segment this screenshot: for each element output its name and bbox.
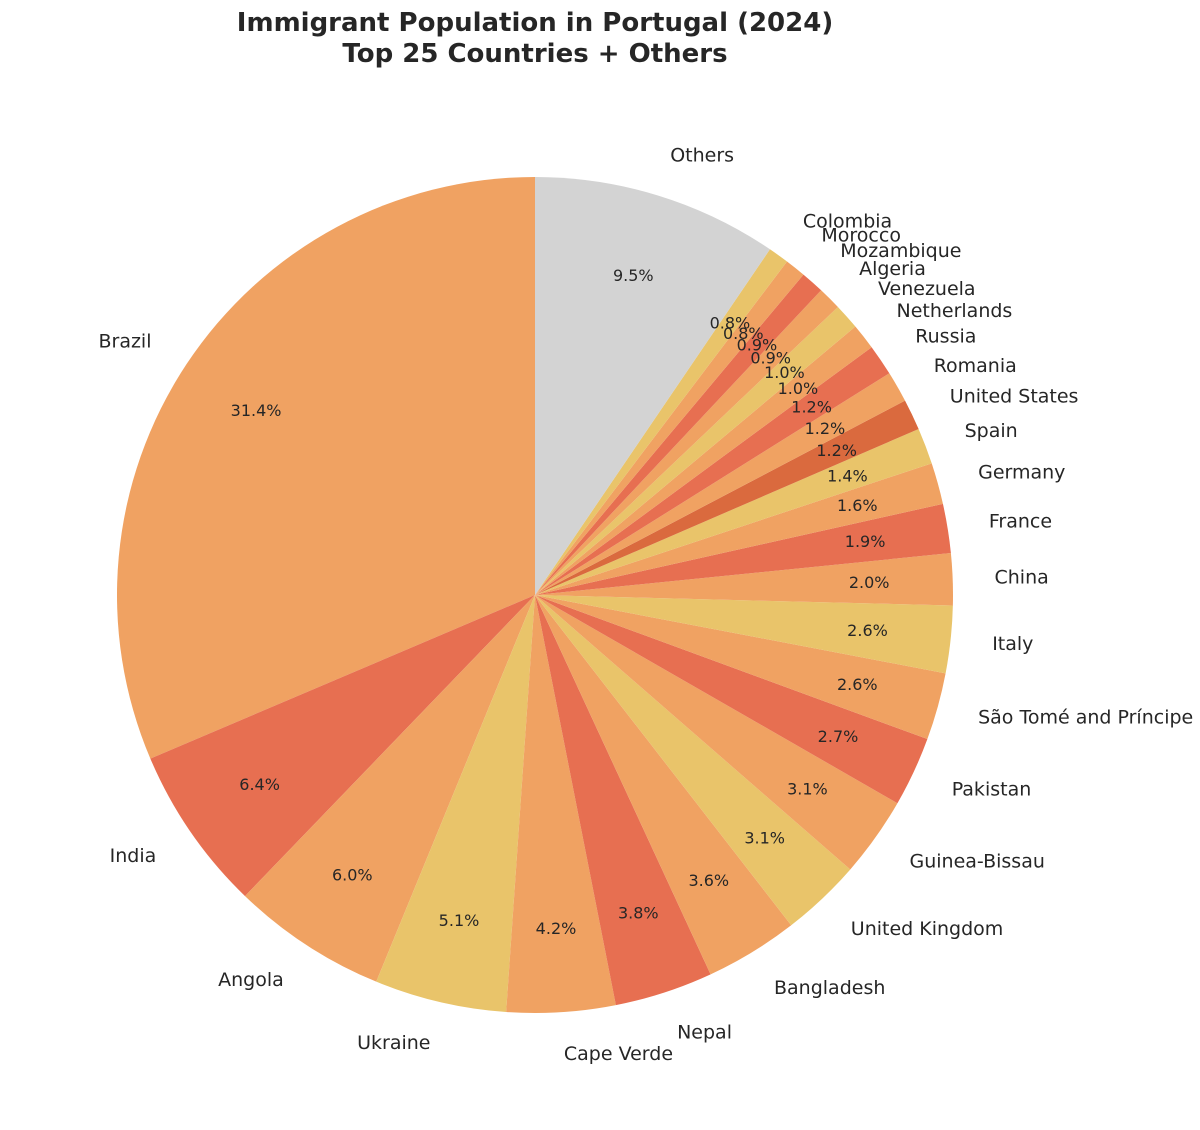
pie-slice-france — [535, 503, 951, 595]
pct-label-spain: 1.4% — [827, 466, 868, 485]
category-label-united-kingdom: United Kingdom — [851, 918, 1004, 940]
pie-slice-italy — [535, 595, 953, 674]
pie-slice-algeria — [535, 290, 838, 595]
pie-slice-germany — [535, 463, 943, 595]
category-label-china: China — [995, 567, 1049, 589]
pie-slice-morocco — [535, 261, 804, 595]
category-label-united-states: United States — [950, 386, 1079, 408]
category-label-pakistan: Pakistan — [952, 779, 1032, 801]
category-label-italy: Italy — [992, 633, 1033, 655]
pct-label-guinea-bissau: 3.1% — [787, 780, 828, 799]
pie-slice-nepal — [535, 595, 711, 1006]
pct-label-venezuela: 1.0% — [764, 363, 805, 382]
pct-label-germany: 1.6% — [837, 496, 878, 515]
pct-label-france: 1.9% — [845, 532, 886, 551]
pct-label-china: 2.0% — [849, 573, 890, 592]
category-label-netherlands: Netherlands — [897, 300, 1013, 322]
chart-title-line2: Top 25 Countries + Others — [342, 39, 728, 69]
percentage-labels: 31.4% 6.4% 6.0% 5.1% 4.2% 3.8% 3.6% 3.1% 3.1% 2.7… — [231, 266, 890, 938]
pie-slice-netherlands — [535, 326, 872, 595]
pct-label-algeria: 0.9% — [750, 348, 791, 367]
pie-slice-mozambique — [535, 274, 822, 595]
pie-slice-colombia — [535, 249, 788, 595]
category-label-cape-verde: Cape Verde — [564, 1043, 673, 1065]
category-label-france: France — [989, 511, 1052, 533]
pie-slice-india — [150, 595, 535, 897]
category-label-morocco: Morocco — [821, 224, 901, 246]
category-label-ukraine: Ukraine — [357, 1032, 430, 1054]
pie-slice-guinea-bissau — [535, 595, 898, 870]
category-label-bangladesh: Bangladesh — [774, 977, 885, 999]
pie-slice-ukraine — [376, 595, 535, 1012]
category-label-nepal: Nepal — [677, 1021, 732, 1043]
pct-label-sao-tome-and-principe: 2.6% — [837, 675, 878, 694]
pct-label-italy: 2.6% — [847, 621, 888, 640]
pie-slice-bangladesh — [535, 595, 792, 975]
pct-label-united-kingdom: 3.1% — [744, 829, 785, 848]
chart-title-line1: Immigrant Population in Portugal (2024) — [236, 8, 834, 38]
pct-label-ukraine: 5.1% — [439, 911, 480, 930]
pct-label-pakistan: 2.7% — [818, 727, 859, 746]
pct-label-india: 6.4% — [239, 775, 280, 794]
category-label-guinea-bissau: Guinea-Bissau — [910, 851, 1045, 873]
category-label-romania: Romania — [934, 355, 1017, 377]
pct-label-morocco: 0.8% — [723, 324, 764, 343]
category-label-others: Others — [670, 145, 734, 167]
category-label-colombia: Colombia — [803, 210, 892, 232]
pct-label-mozambique: 0.9% — [737, 335, 778, 354]
pie-slice-pakistan — [535, 595, 928, 804]
category-label-mozambique: Mozambique — [840, 240, 961, 262]
pie-slice-united-states — [535, 400, 919, 595]
pct-label-bangladesh: 3.6% — [688, 871, 729, 890]
pie-slice-venezuela — [535, 306, 856, 595]
pct-label-angola: 6.0% — [332, 866, 373, 885]
pie-slice-russia — [535, 347, 890, 595]
pie-slice-sao-tome-and-principe — [535, 595, 946, 740]
category-label-venezuela: Venezuela — [878, 278, 976, 300]
chart-title: Immigrant Population in Portugal (2024) … — [0, 8, 1070, 70]
pct-label-russia: 1.2% — [791, 398, 832, 417]
pct-label-netherlands: 1.0% — [778, 379, 819, 398]
pct-label-brazil: 31.4% — [231, 401, 282, 420]
pct-label-cape-verde: 4.2% — [536, 919, 577, 938]
pie-slice-cape-verde — [506, 595, 616, 1013]
pie-slice-angola — [245, 595, 536, 982]
category-label-sao-tome-and-principe: São Tomé and Príncipe — [978, 707, 1193, 729]
pie-slice-china — [535, 553, 954, 606]
pie-slice-others — [535, 177, 770, 595]
category-label-russia: Russia — [915, 326, 976, 348]
pct-label-colombia: 0.8% — [710, 314, 751, 333]
pie-slice-united-kingdom — [535, 595, 851, 926]
category-label-spain: Spain — [965, 420, 1018, 442]
category-label-algeria: Algeria — [859, 258, 926, 280]
pct-label-others: 9.5% — [613, 266, 654, 285]
pie-slice-spain — [535, 428, 932, 595]
pie-slice-brazil — [116, 176, 535, 759]
category-label-germany: Germany — [978, 461, 1065, 483]
pie-slices — [116, 176, 954, 1013]
pct-label-romania: 1.2% — [805, 419, 846, 438]
pct-label-united-states: 1.2% — [816, 441, 857, 460]
pct-label-nepal: 3.8% — [618, 904, 659, 923]
category-label-india: India — [110, 845, 157, 867]
category-label-angola: Angola — [218, 969, 284, 991]
pie-slice-romania — [535, 373, 906, 595]
category-label-brazil: Brazil — [98, 330, 151, 352]
